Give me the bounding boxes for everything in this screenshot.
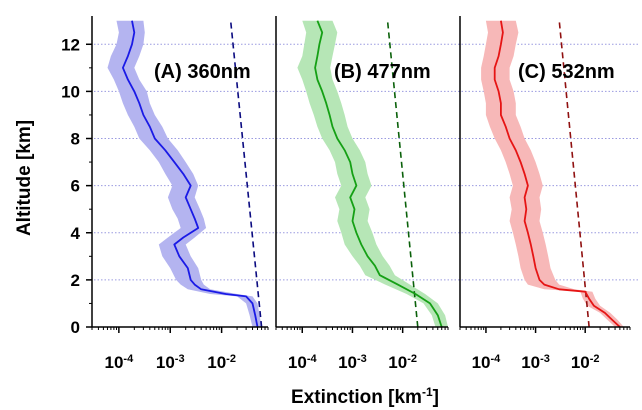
x-tick-label-1-0: 10-4: [105, 353, 135, 372]
reference-dashed-line-3: [558, 20, 590, 328]
extinction-profile-line-2: [314, 20, 443, 328]
panel-3: 10-4 10-3 10-2 (C) 532nm: [459, 16, 631, 372]
x-tick-label-2-1: 10-3: [338, 353, 367, 372]
panel-label-2: (B) 477nm: [334, 61, 431, 83]
uncertainty-band-3: [481, 20, 624, 327]
y-tick-label-6: 12: [61, 35, 80, 54]
x-tick-label-2-2: 10-2: [388, 353, 417, 372]
x-tick-label-3-0: 10-4: [472, 353, 502, 372]
x-tick-label-3-1: 10-3: [521, 353, 550, 372]
x-axis-label-sup: -1: [422, 385, 433, 399]
x-tick-label-1-2: 10-2: [207, 353, 236, 372]
y-axis-label: Altitude [km]: [14, 120, 35, 236]
panel-2: 10-4 10-3 10-2 (B) 477nm: [275, 16, 449, 372]
x-axis-label-main: Extinction [km: [291, 387, 422, 408]
y-tick-label-2: 4: [71, 224, 81, 243]
chart-panels: 10-4 10-3 10-2 (A) 360nm 10-4 10-3 10-2 (B) 477…: [91, 16, 631, 372]
x-tick-label-2-0: 10-4: [288, 353, 318, 372]
panel-label-3: (C) 532nm: [518, 61, 615, 83]
x-axis-label: Extinction [km-1]: [291, 385, 439, 408]
extinction-profile-line-3: [493, 20, 621, 328]
x-tick-label-1-1: 10-3: [156, 353, 185, 372]
uncertainty-band-1: [107, 20, 262, 327]
uncertainty-band-2: [297, 20, 448, 327]
panel-1: 10-4 10-3 10-2 (A) 360nm: [91, 16, 269, 372]
y-tick-label-0: 0: [71, 318, 80, 337]
y-tick-label-1: 2: [71, 271, 80, 290]
y-axis: 0 2 4 6 8 10 12: [61, 35, 92, 337]
reference-dashed-line-2: [386, 20, 419, 328]
extinction-profile-line-1: [122, 20, 259, 328]
x-axis-label-tail: ]: [433, 387, 439, 408]
reference-dashed-line-1: [229, 20, 263, 328]
panel-label-1: (A) 360nm: [154, 61, 251, 83]
y-tick-label-3: 6: [71, 177, 80, 196]
y-tick-label-5: 10: [61, 82, 80, 101]
x-tick-label-3-2: 10-2: [571, 353, 600, 372]
y-tick-label-4: 8: [71, 130, 80, 149]
